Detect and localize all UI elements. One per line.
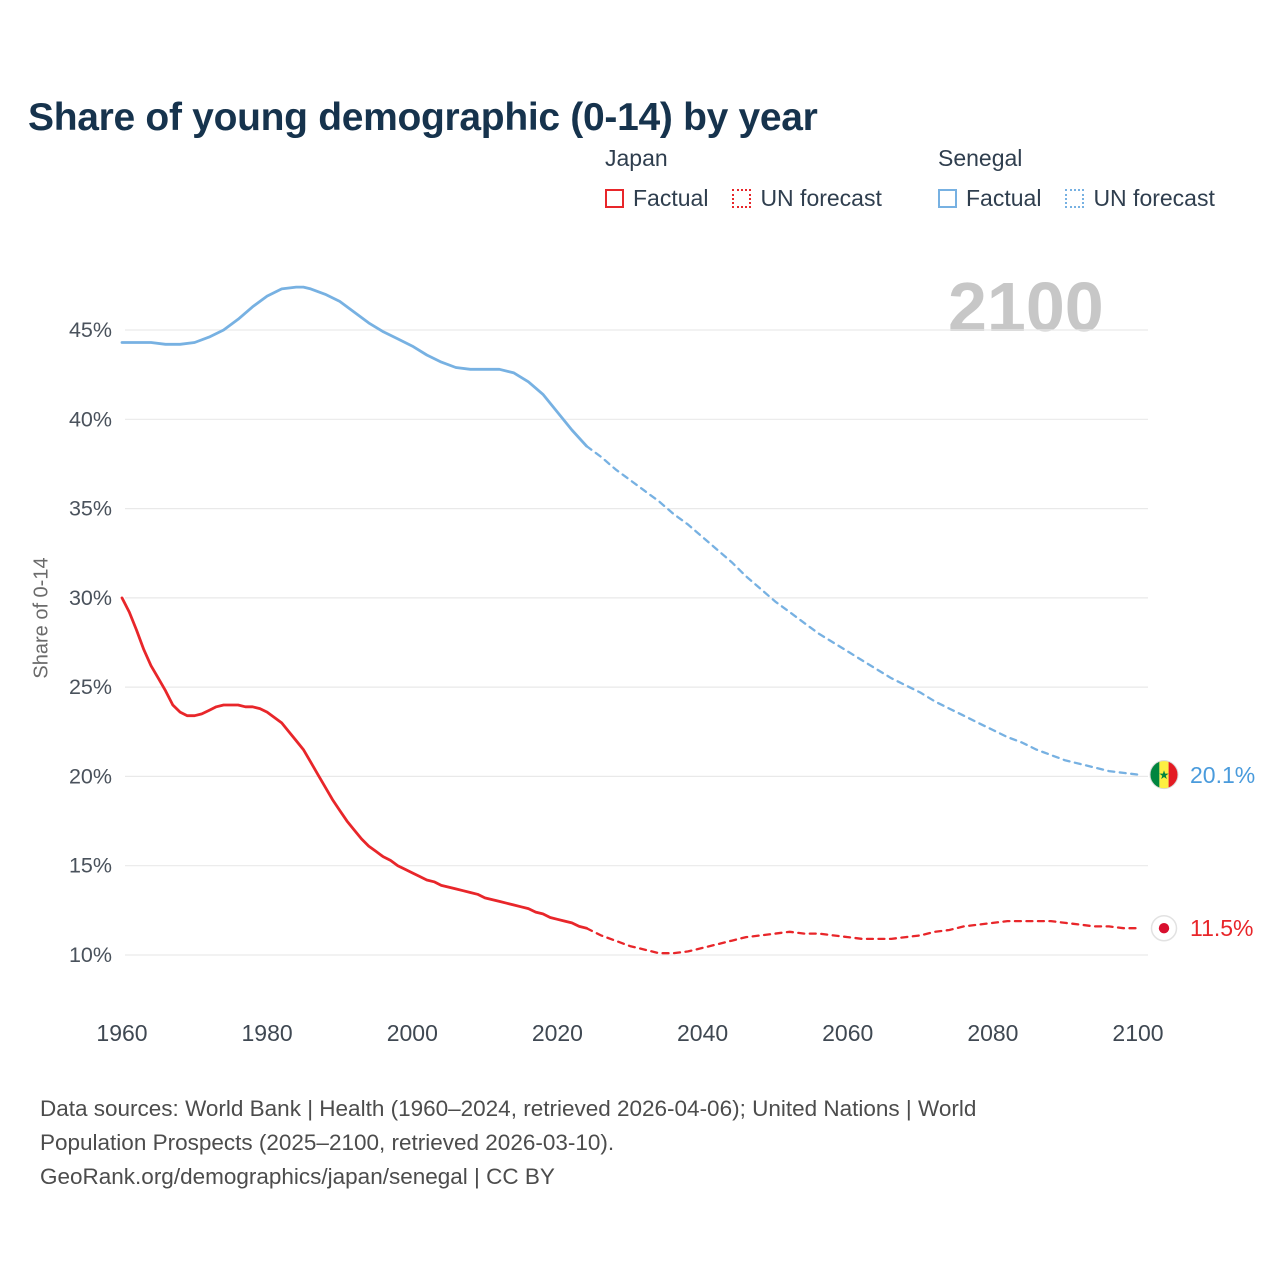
chart-legend: Japan Factual UN forecast Senegal Factua… xyxy=(0,145,1280,225)
legend-item-label: UN forecast xyxy=(1093,185,1215,211)
legend-item-japan-forecast[interactable]: UN forecast xyxy=(732,185,882,212)
svg-text:25%: 25% xyxy=(69,675,112,699)
attribution: GeoRank.org/demographics/japan/senegal |… xyxy=(40,1163,555,1189)
page-title: Share of young demographic (0-14) by yea… xyxy=(28,96,818,140)
senegal-factual-swatch-icon xyxy=(938,189,957,208)
legend-item-label: Factual xyxy=(633,185,709,211)
svg-text:2040: 2040 xyxy=(677,1020,728,1046)
legend-item-senegal-forecast[interactable]: UN forecast xyxy=(1065,185,1215,212)
svg-text:★: ★ xyxy=(1159,768,1170,782)
legend-item-label: Factual xyxy=(966,185,1042,211)
senegal-end-value: 20.1% xyxy=(1190,762,1256,788)
japan-forecast-swatch-icon xyxy=(732,189,752,208)
legend-item-senegal-factual[interactable]: Factual xyxy=(938,185,1041,212)
legend-group-japan: Japan Factual UN forecast xyxy=(605,145,882,212)
senegal-forecast-swatch-icon xyxy=(1065,189,1085,208)
svg-text:2100: 2100 xyxy=(1112,1020,1163,1046)
japan-factual-swatch-icon xyxy=(605,189,624,208)
svg-text:35%: 35% xyxy=(69,497,112,521)
svg-text:20%: 20% xyxy=(69,764,112,788)
svg-text:1960: 1960 xyxy=(96,1020,147,1046)
legend-item-label: UN forecast xyxy=(760,185,882,211)
svg-text:2080: 2080 xyxy=(967,1020,1018,1046)
legend-group-japan-title: Japan xyxy=(605,145,668,171)
svg-text:40%: 40% xyxy=(69,407,112,431)
footer: Data sources: World Bank | Health (1960–… xyxy=(40,1092,1190,1193)
legend-item-japan-factual[interactable]: Factual xyxy=(605,185,708,212)
svg-text:10%: 10% xyxy=(69,943,112,967)
svg-text:1980: 1980 xyxy=(242,1020,293,1046)
legend-group-senegal-title: Senegal xyxy=(938,145,1023,171)
svg-text:2020: 2020 xyxy=(532,1020,583,1046)
svg-text:2000: 2000 xyxy=(387,1020,438,1046)
svg-text:2060: 2060 xyxy=(822,1020,873,1046)
svg-text:15%: 15% xyxy=(69,854,112,878)
data-sources-line1: Data sources: World Bank | Health (1960–… xyxy=(40,1096,977,1121)
japan-end-value: 11.5% xyxy=(1190,915,1254,941)
svg-text:45%: 45% xyxy=(69,318,112,342)
data-sources-line2: Population Prospects (2025–2100, retriev… xyxy=(40,1129,615,1155)
legend-group-senegal: Senegal Factual UN forecast xyxy=(938,145,1215,212)
svg-text:30%: 30% xyxy=(69,586,112,610)
